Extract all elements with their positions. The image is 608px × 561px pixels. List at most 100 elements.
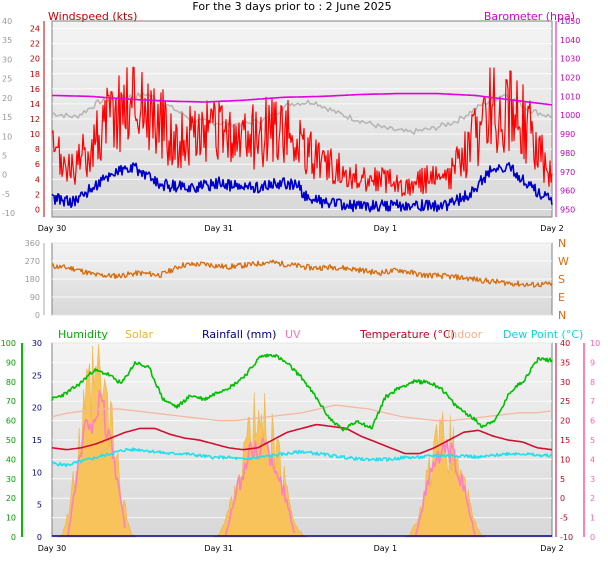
outer-tick-label: 25	[2, 75, 12, 84]
outer-tick-label: 0	[2, 171, 7, 180]
temperature-tick-label: 10	[560, 455, 570, 464]
day-label: Day 31	[204, 224, 233, 233]
day-label: Day 31	[204, 544, 233, 553]
legend-temperature: Temperature (°C)	[359, 328, 455, 341]
humidity-tick-label: 10	[6, 514, 16, 523]
direction-tick-label: 180	[25, 275, 40, 284]
windspeed-axis-label: Windspeed (kts)	[48, 10, 137, 23]
uv-tick-label: 9	[590, 358, 595, 367]
legend-dew-point: Dew Point (°C)	[503, 328, 583, 341]
legend-solar: Solar	[125, 328, 154, 341]
outer-tick-label: 35	[2, 36, 12, 45]
rainfall-tick-label: 25	[32, 371, 42, 380]
windspeed-tick-label: 4	[35, 175, 40, 184]
barometer-tick-label: 1040	[560, 36, 580, 45]
solar-area	[405, 411, 486, 538]
barometer-tick-label: 980	[560, 149, 575, 158]
barometer-tick-label: 990	[560, 130, 575, 139]
day-label: Day 2	[540, 544, 563, 553]
uv-tick-label: 8	[590, 378, 595, 387]
humidity-line	[51, 353, 553, 432]
dew-point-line	[51, 447, 553, 468]
windspeed-tick-label: 6	[35, 160, 40, 169]
windspeed-tick-label: 0	[35, 205, 40, 214]
legend-uv: UV	[285, 328, 301, 341]
outer-tick-label: 15	[2, 113, 12, 122]
temperature-tick-label: -10	[560, 533, 573, 542]
windspeed-tick-label: 20	[30, 55, 40, 64]
windspeed-tick-label: 8	[35, 145, 40, 154]
legend-indoor: Indoor	[447, 328, 483, 341]
uv-tick-label: 1	[590, 514, 595, 523]
outer-tick-label: -5	[2, 190, 10, 199]
humidity-tick-label: 30	[6, 475, 16, 484]
outer-tick-label: -10	[2, 209, 15, 218]
direction-tick-label: 270	[25, 257, 40, 266]
solar-area	[213, 392, 307, 538]
compass-tick-label: N	[558, 237, 566, 250]
humidity-tick-label: 40	[6, 455, 16, 464]
rainfall-tick-label: 5	[37, 501, 42, 510]
day-label: Day 1	[374, 224, 397, 233]
uv-line	[67, 390, 126, 538]
barometer-tick-label: 1030	[560, 55, 580, 64]
uv-tick-label: 7	[590, 397, 595, 406]
humidity-tick-label: 0	[11, 533, 16, 542]
temperature-tick-label: 15	[560, 436, 570, 445]
rainfall-tick-label: 0	[37, 533, 42, 542]
barometer-tick-label: 1020	[560, 74, 580, 83]
windspeed-tick-label: 2	[35, 190, 40, 199]
outer-tick-label: 40	[2, 17, 12, 26]
wind-avg-line	[51, 161, 553, 213]
humidity-tick-label: 80	[6, 378, 16, 387]
temperature-tick-label: -5	[560, 514, 568, 523]
barometer-tick-label: 1010	[560, 92, 580, 101]
barometer-tick-label: 1000	[560, 111, 580, 120]
barometer-tick-label: 960	[560, 187, 575, 196]
uv-tick-label: 4	[590, 455, 595, 464]
uv-tick-label: 6	[590, 417, 595, 426]
panel-weather-axes: 1009080706050403020100302520151050403530…	[1, 339, 600, 553]
panel-wind-axes: 4035302520151050-5-102422201816141210864…	[2, 17, 580, 233]
panel-weather-marks	[51, 344, 553, 538]
direction-tick-label: 360	[25, 239, 40, 248]
temperature-tick-label: 40	[560, 339, 570, 348]
uv-line	[414, 439, 477, 538]
weather-legend: Humidity Solar Rainfall (mm) UV Temperat…	[58, 328, 583, 341]
rainfall-tick-label: 10	[32, 468, 42, 477]
humidity-tick-label: 90	[6, 358, 16, 367]
uv-tick-label: 0	[590, 533, 595, 542]
humidity-tick-label: 100	[1, 339, 16, 348]
grey-series-line	[51, 91, 553, 135]
day-label: Day 1	[374, 544, 397, 553]
windspeed-tick-label: 18	[30, 70, 40, 79]
compass-tick-label: S	[558, 273, 565, 286]
compass-tick-label: W	[558, 255, 569, 268]
windspeed-tick-label: 10	[30, 130, 40, 139]
barometer-tick-label: 970	[560, 168, 575, 177]
direction-tick-label: 90	[30, 293, 40, 302]
temperature-tick-label: 25	[560, 397, 570, 406]
day-label: Day 2	[540, 224, 563, 233]
direction-tick-label: 0	[35, 311, 40, 320]
windspeed-tick-label: 22	[30, 40, 40, 49]
outer-tick-label: 30	[2, 55, 12, 64]
panel-direction-grid	[52, 242, 552, 316]
outer-tick-label: 5	[2, 152, 7, 161]
wind-max-line	[51, 66, 553, 197]
temperature-tick-label: 20	[560, 417, 570, 426]
day-label: Day 30	[38, 224, 67, 233]
wind-direction-line	[51, 259, 553, 288]
solar-area	[58, 344, 136, 538]
temperature-tick-label: 0	[560, 494, 565, 503]
outer-tick-label: 10	[2, 132, 12, 141]
day-label: Day 30	[38, 544, 67, 553]
chart-title: For the 3 days prior to : 2 June 2025	[192, 0, 391, 13]
rainfall-tick-label: 20	[32, 404, 42, 413]
uv-tick-label: 5	[590, 436, 595, 445]
temperature-line	[51, 423, 553, 455]
barometer-tick-label: 1050	[560, 17, 580, 26]
rainfall-tick-label: 15	[32, 436, 42, 445]
